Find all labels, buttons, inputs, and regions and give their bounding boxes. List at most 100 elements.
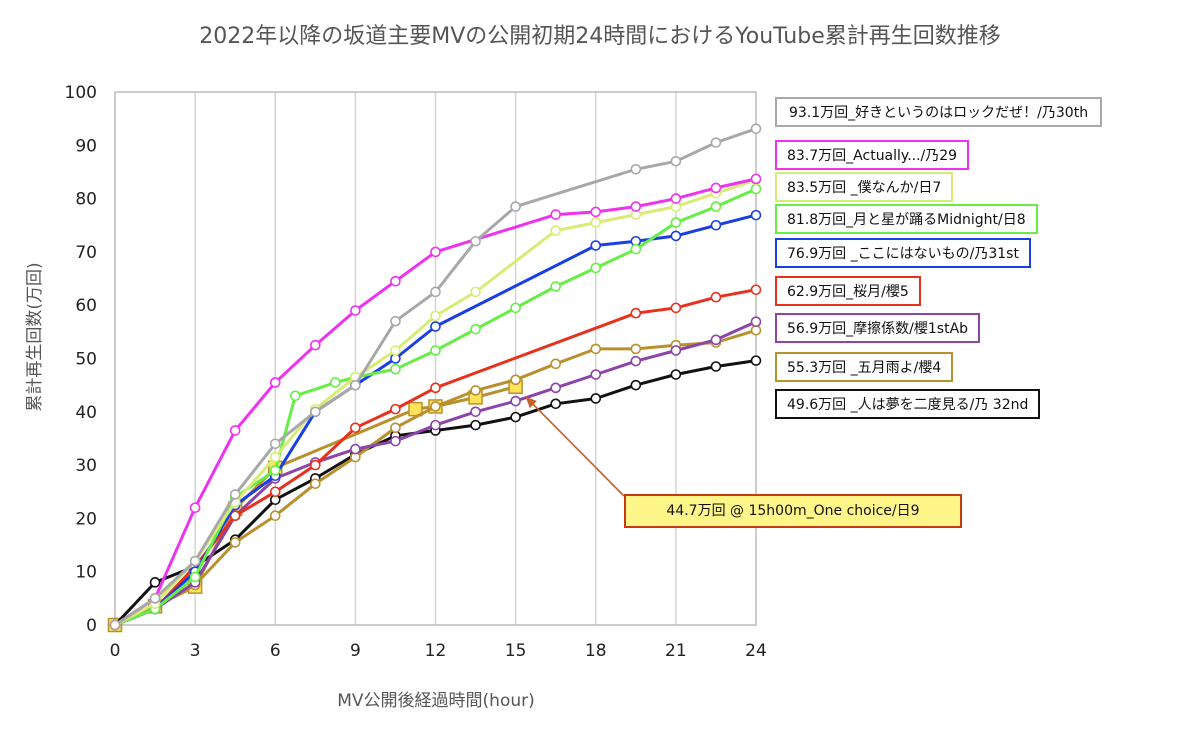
data-point [590, 343, 602, 355]
data-point [550, 382, 561, 394]
data-point [189, 555, 201, 567]
data-point [670, 345, 682, 356]
data-point [430, 286, 441, 298]
data-point [390, 422, 401, 434]
data-point [470, 235, 481, 247]
data-point [269, 510, 281, 522]
data-point [550, 358, 561, 370]
data-point [229, 537, 241, 548]
data-point [710, 219, 722, 231]
data-point [710, 334, 722, 346]
data-point [430, 345, 441, 356]
y-tick-label: 30 [75, 456, 97, 476]
data-point [750, 183, 762, 195]
legend-entry: 83.5万回 _僕なんか/日7 [775, 172, 954, 202]
data-point [470, 406, 481, 418]
legend-entry: 56.9万回_摩擦係数/櫻1stAb [775, 313, 981, 343]
legend-entry: 55.3万回 _五月雨よ/櫻4 [775, 352, 954, 382]
data-point [630, 163, 642, 175]
data-point [390, 435, 401, 447]
data-point [310, 406, 321, 418]
data-point [310, 478, 321, 490]
data-point [229, 425, 241, 436]
data-point [750, 173, 762, 185]
x-tick-label: 15 [505, 641, 527, 661]
data-point [750, 123, 762, 135]
data-point [430, 321, 441, 332]
x-tick-label: 6 [270, 641, 281, 661]
data-point [470, 385, 481, 396]
chart-title: 2022年以降の坂道主要MVの公開初期24時間におけるYouTube累計再生回数… [199, 24, 1001, 49]
data-point [630, 343, 642, 355]
data-point [430, 401, 441, 412]
x-axis-label: MV公開後経過時間(hour) [337, 691, 535, 711]
data-point [630, 307, 642, 319]
data-point [269, 377, 281, 388]
data-point [330, 377, 341, 388]
legend-entry: 83.7万回_Actually.../乃29 [775, 140, 970, 170]
data-point [310, 339, 321, 351]
x-tick-label: 0 [110, 641, 121, 661]
x-tick-label: 3 [190, 641, 201, 661]
x-tick-label: 12 [425, 641, 447, 661]
y-tick-label: 10 [75, 563, 97, 583]
data-point [470, 323, 481, 335]
data-point [670, 302, 682, 314]
data-point [710, 182, 722, 194]
data-point [670, 369, 682, 380]
data-point [149, 593, 161, 604]
y-tick-label: 80 [75, 190, 97, 210]
data-point [430, 419, 441, 431]
data-point [630, 355, 642, 367]
x-tick-label: 24 [745, 641, 767, 661]
data-point [630, 379, 642, 391]
annotation-arrowhead [525, 396, 537, 409]
x-tick-label: 9 [350, 641, 361, 661]
data-point [750, 324, 762, 336]
data-point [269, 451, 281, 463]
data-point [470, 286, 481, 298]
data-point [670, 155, 682, 167]
x-tick-label: 18 [585, 641, 607, 661]
data-point [109, 619, 121, 631]
data-point [390, 315, 401, 327]
legend-entry: 81.8万回_月と星が踊るMidnight/日8 [775, 204, 1038, 234]
grid-layer [194, 92, 677, 625]
data-point [670, 230, 682, 242]
data-point [550, 225, 561, 236]
y-tick-label: 20 [75, 509, 97, 529]
data-point [470, 419, 481, 431]
data-point [750, 316, 762, 328]
data-point [430, 246, 441, 258]
data-point [590, 369, 602, 380]
data-point [550, 398, 561, 410]
data-point [590, 262, 602, 274]
data-point [269, 465, 281, 476]
series-line [114, 178, 757, 627]
data-point [289, 390, 301, 402]
legend-entry: 76.9万回 _ここにはないもの/乃31st [775, 238, 1031, 268]
data-point [229, 510, 241, 522]
data-point [510, 411, 521, 423]
legend-entry: 62.9万回_桜月/櫻5 [775, 276, 921, 306]
series-layer [107, 123, 762, 633]
data-point [229, 489, 241, 500]
data-point [390, 403, 401, 415]
data-point [350, 379, 361, 391]
data-point [269, 486, 281, 498]
data-point [149, 577, 161, 588]
data-point [670, 193, 682, 204]
data-point [590, 393, 602, 404]
y-tick-label: 0 [86, 616, 97, 636]
legend-entry: 49.6万回 _人は夢を二度見る/乃 32nd [775, 389, 1041, 419]
data-point [510, 374, 521, 386]
data-point [550, 281, 561, 292]
data-point [350, 443, 361, 455]
data-point [390, 275, 401, 287]
y-tick-label: 60 [75, 296, 97, 316]
data-point [350, 422, 361, 434]
data-point [189, 502, 201, 514]
data-point [750, 209, 762, 221]
data-point [590, 240, 602, 251]
